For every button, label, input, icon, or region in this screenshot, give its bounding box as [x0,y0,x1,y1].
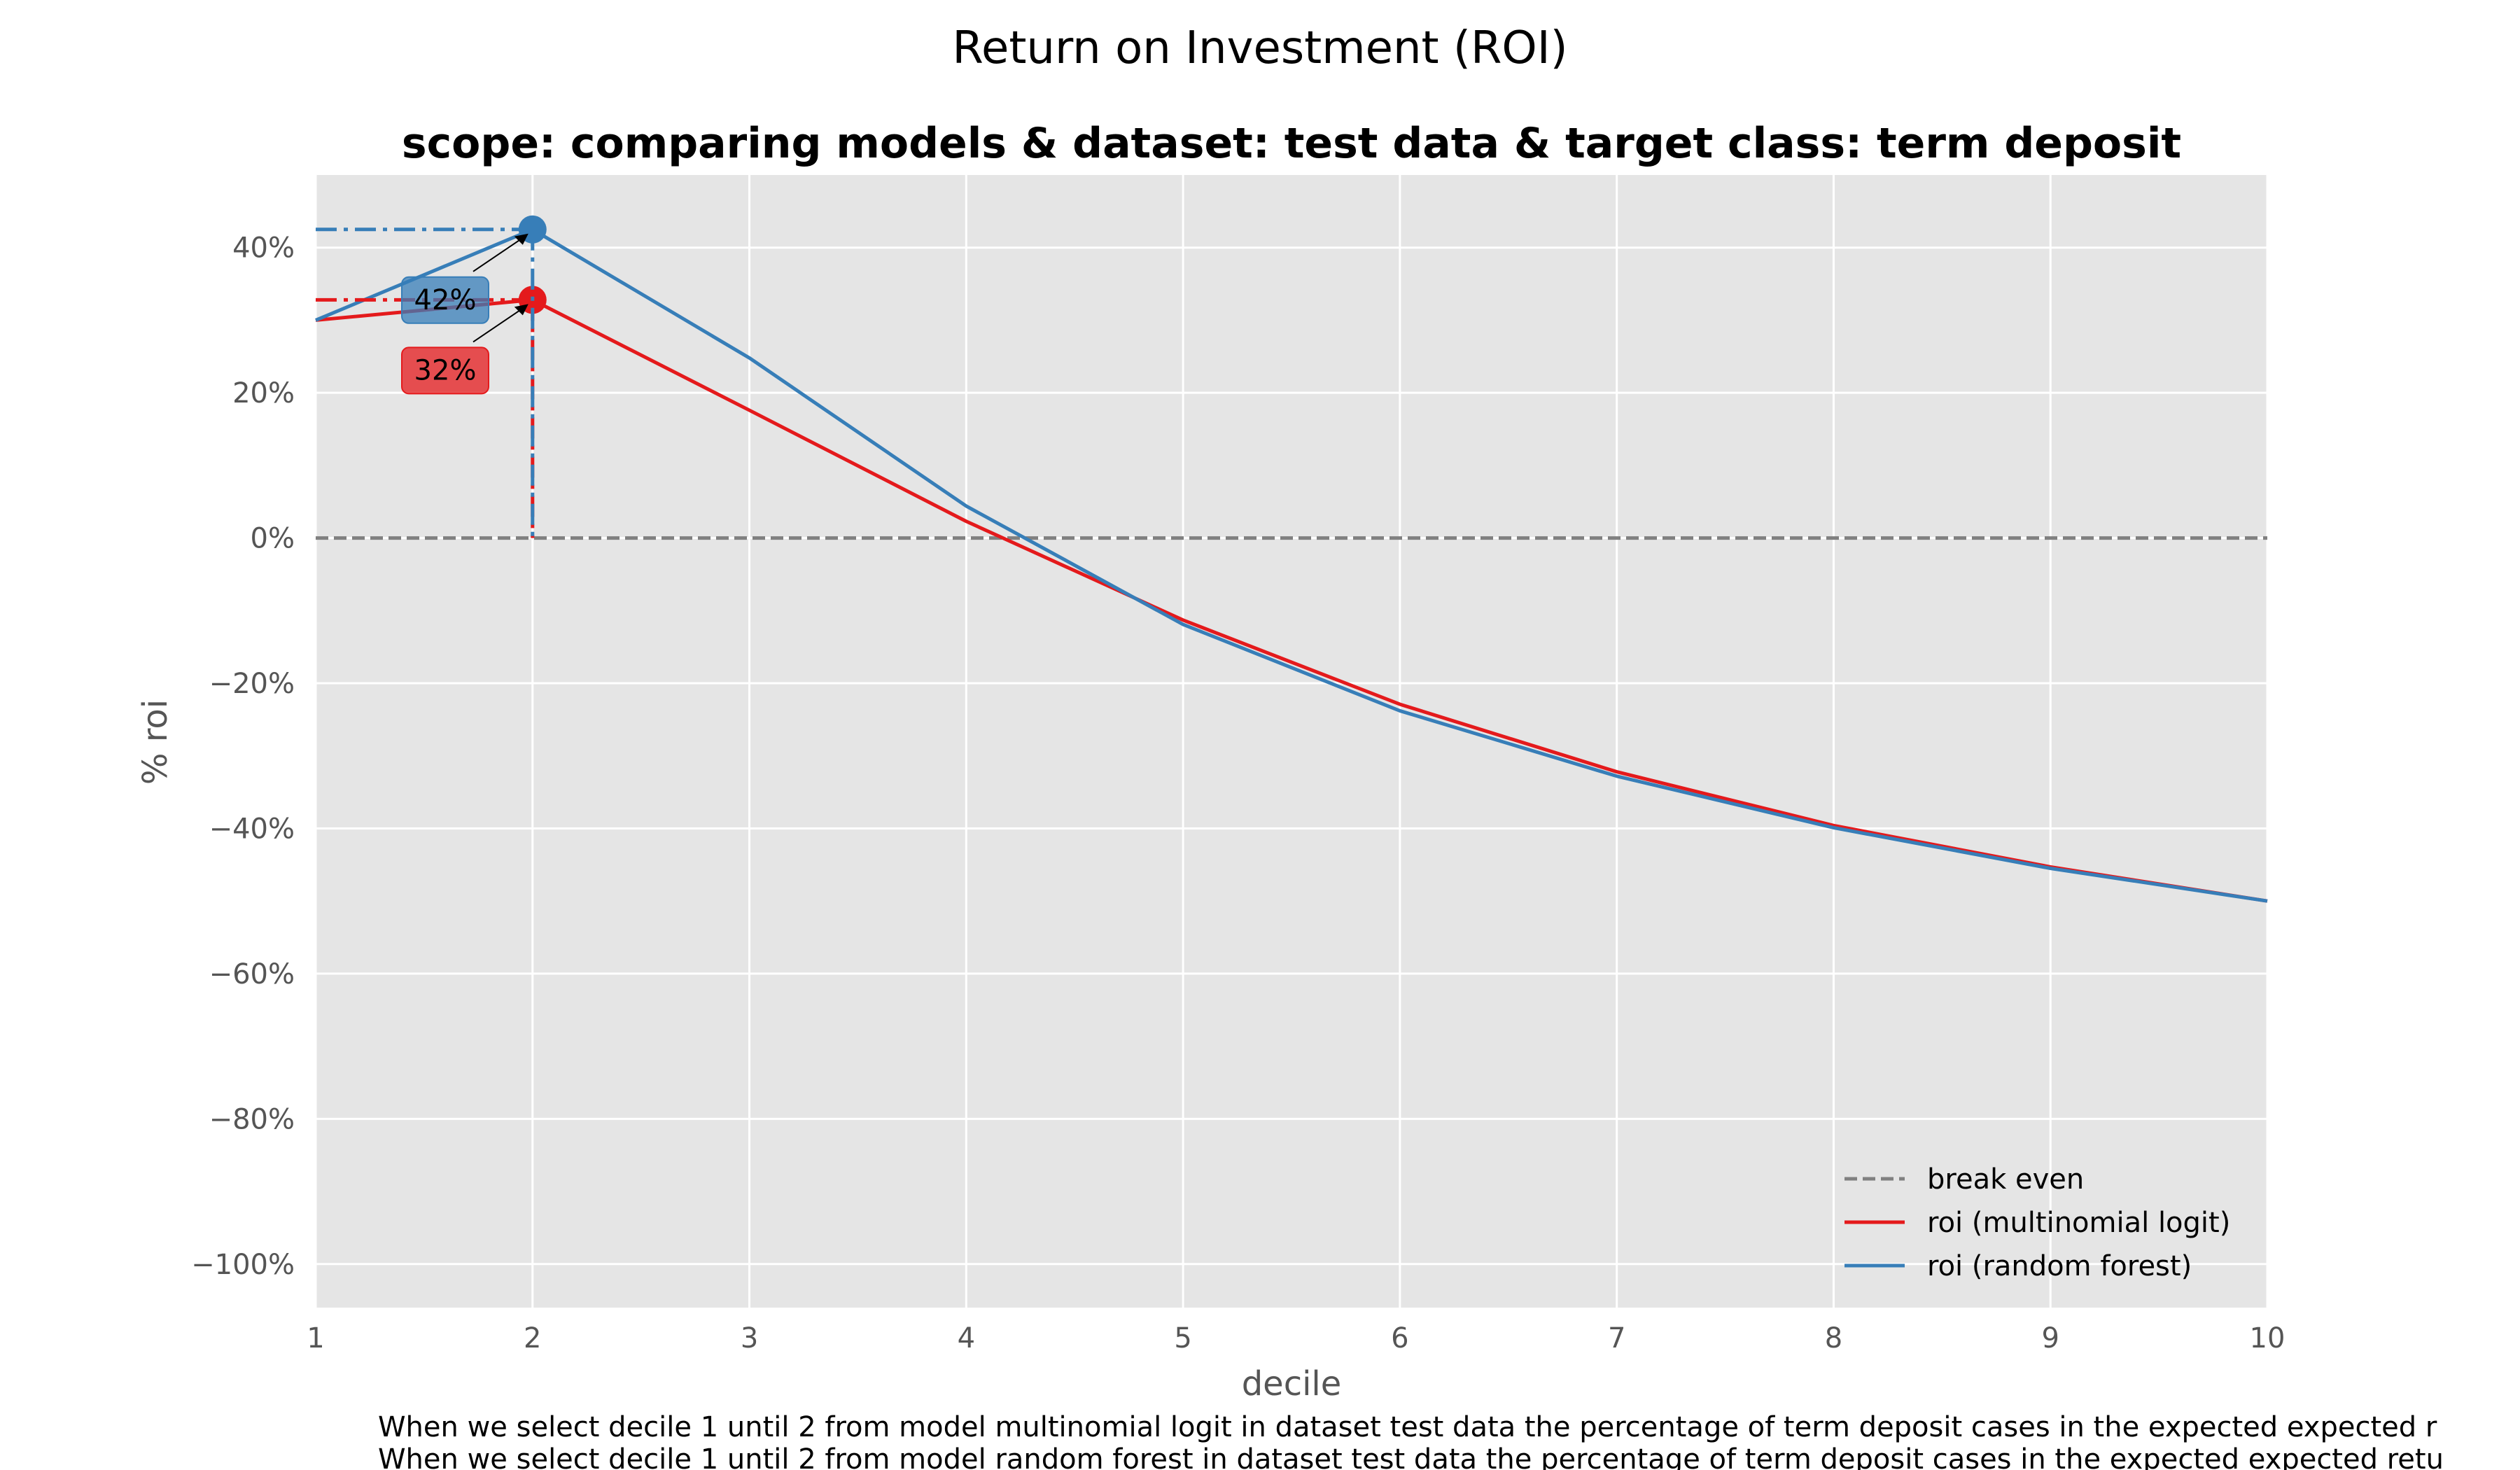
footnote-multinomial-logit: When we select decile 1 until 2 from mod… [378,1411,2437,1443]
x-tick-label: 4 [958,1322,975,1354]
plot-area [316,175,2267,1308]
y-tick-label: −80% [209,1103,295,1135]
y-tick-label: −20% [209,668,295,700]
legend-entry-roi-multinomial-logit: roi (multinomial logit) [1927,1207,2230,1239]
highlight-layer: 32% 42% [316,215,547,538]
y-axis-label: % roi [136,699,175,785]
legend-entry-break-even: break even [1927,1163,2084,1196]
series-line-roi-random-forest [315,227,2268,903]
highlight-arrowhead-roi-multinomial-logit [514,304,528,316]
x-tick-label: 10 [2250,1322,2286,1354]
y-tick-label: 40% [232,232,295,265]
highlight-label-box-roi-random-forest [401,276,489,324]
x-axis-label: decile [1242,1364,1342,1404]
x-tick-label: 9 [2041,1322,2059,1354]
highlight-arrow-roi-multinomial-logit [472,304,528,343]
x-tick-label: 5 [1174,1322,1191,1354]
y-tick-label: −100% [191,1249,295,1281]
y-tick-label: 0% [251,523,295,555]
footnote-random-forest: When we select decile 1 until 2 from mod… [378,1443,2444,1470]
y-tick-label: −60% [209,958,295,990]
x-tick-label: 6 [1391,1322,1408,1354]
series-layer [315,227,2268,903]
x-tick-label: 3 [741,1322,758,1354]
y-tick-label: 20% [232,377,295,410]
legend: break even roi (multinomial logit) roi (ra… [1844,1163,2230,1282]
x-tick-label: 1 [307,1322,324,1354]
x-tick-label: 7 [1608,1322,1625,1354]
highlight-label-roi-multinomial-logit: 32% [414,354,477,386]
y-tick-label: −40% [209,813,295,845]
chart-subtitle: scope: comparing models & dataset: test … [402,119,2181,168]
highlight-arrowhead-roi-random-forest [514,233,528,245]
series-line-roi-multinomial-logit [315,298,2268,903]
legend-entry-roi-random-forest: roi (random forest) [1927,1250,2192,1282]
highlight-label-roi-random-forest: 42% [414,284,477,316]
tick-labels: 1 2 3 4 5 6 7 8 9 10 40% 20% 0% −20% −40% −60% −80% −100% [191,232,2285,1354]
highlight-arrow-roi-random-forest [472,234,528,272]
x-tick-label: 2 [524,1322,541,1354]
x-tick-label: 8 [1825,1322,1842,1354]
highlight-label-box-roi-multinomial-logit [401,346,489,395]
chart-title: Return on Investment (ROI) [952,22,1567,74]
